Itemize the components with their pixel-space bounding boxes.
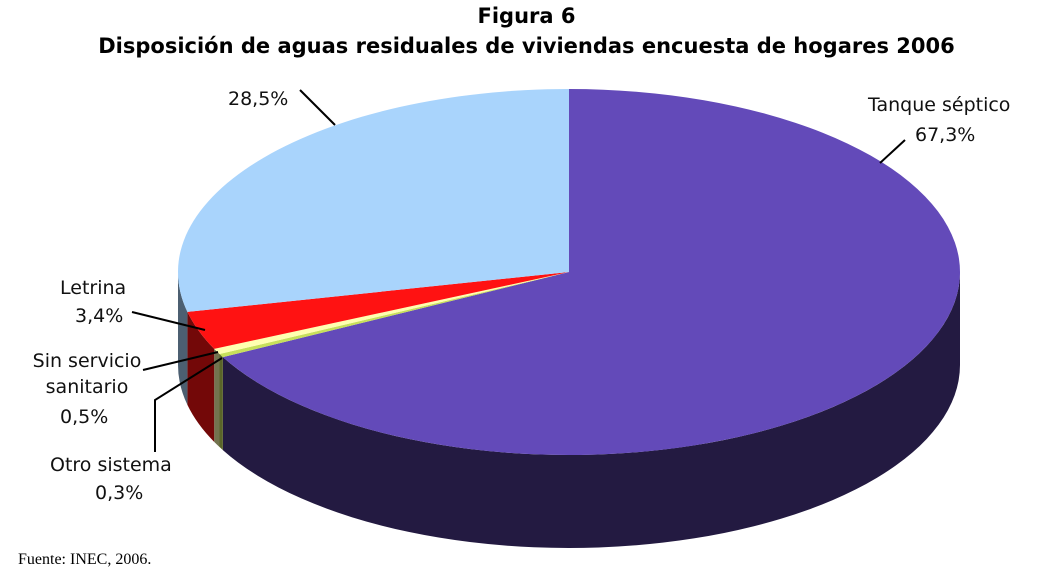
category-label: Otro sistema bbox=[50, 454, 172, 476]
pie-slice bbox=[214, 272, 569, 355]
value-label: 0,5% bbox=[60, 406, 109, 428]
leader-line bbox=[299, 89, 336, 126]
chart-subtitle: Disposición de aguas residuales de vivie… bbox=[98, 34, 955, 58]
category-label: Tanque séptico bbox=[868, 94, 1011, 116]
pie-slice bbox=[187, 272, 569, 349]
value-label: 28,5% bbox=[228, 88, 289, 110]
value-label: 0,3% bbox=[95, 482, 144, 504]
pie-side bbox=[214, 348, 220, 448]
pie-side bbox=[178, 272, 188, 405]
leader-line bbox=[154, 357, 223, 452]
leader-line bbox=[879, 139, 906, 164]
category-label: Sin servicio sanitario bbox=[32, 350, 142, 398]
pie-side bbox=[187, 311, 215, 442]
pie-side bbox=[222, 272, 960, 548]
pie-slice bbox=[222, 89, 960, 455]
leader-line bbox=[142, 351, 219, 371]
category-label: Letrina bbox=[60, 277, 127, 299]
leader-line bbox=[131, 311, 206, 331]
value-label: 3,4% bbox=[75, 305, 124, 327]
pie-side bbox=[219, 354, 223, 451]
chart-title: Figura 6 bbox=[477, 4, 576, 28]
value-label: 67,3% bbox=[915, 124, 976, 146]
pie-slice bbox=[219, 272, 569, 358]
source: Fuente: INEC, 2006. bbox=[18, 551, 152, 568]
pie-slice bbox=[178, 89, 569, 312]
